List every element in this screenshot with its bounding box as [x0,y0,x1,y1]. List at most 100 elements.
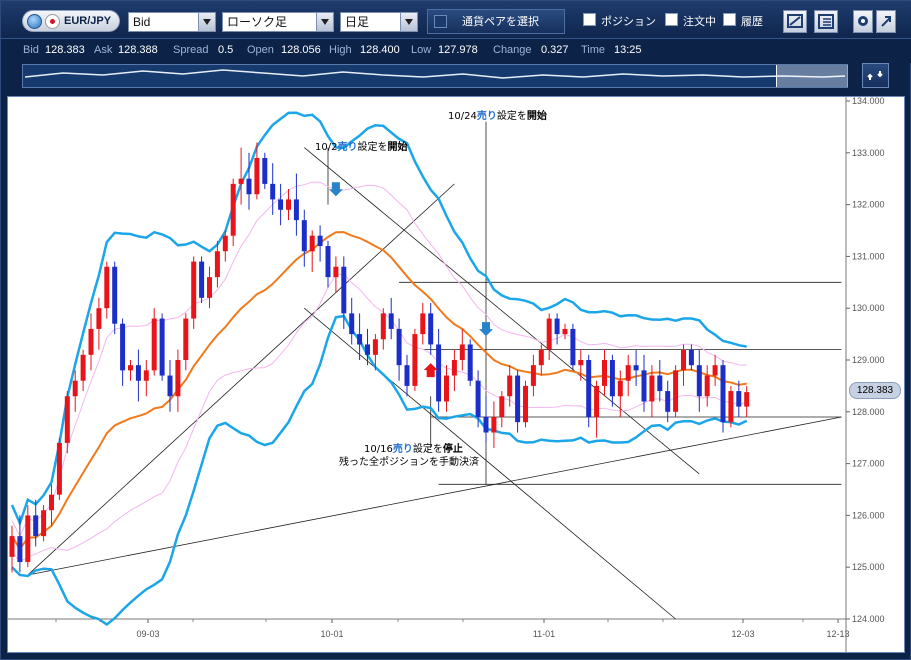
price-tick-label: 125.000 [852,562,885,572]
currency-pair-label: EUR/JPY [64,15,112,27]
candle [570,323,576,371]
candle-body [301,220,307,252]
chevron-down-icon[interactable] [316,13,333,31]
globe-icon [27,13,42,29]
candle-body [262,157,268,184]
candle-body [436,344,442,402]
price-tick-label: 129.000 [852,355,885,365]
candle-body [570,328,576,366]
navigator-overview-line [24,69,846,79]
candle-body [602,360,607,386]
candle [151,308,157,376]
window-list-button[interactable] [814,10,838,33]
candle-body [538,349,544,366]
moving-average-line [11,231,747,551]
select-pair-label: 通貨ペアを選択 [462,15,539,28]
candle-body [191,261,197,319]
position-label: ポジション [601,15,656,28]
bollinger-bands [10,111,748,627]
orders-label: 注文中 [683,15,716,28]
price-type-select[interactable]: Bid [128,12,216,32]
popout-button[interactable] [876,10,896,33]
candle-body [333,266,339,278]
candle [380,308,386,350]
currency-pair-button[interactable]: EUR/JPY [22,10,120,32]
spread-value: 0.5 [218,44,234,56]
long-support-trend-line [27,416,842,576]
candle-body [530,365,536,386]
toolbar: EUR/JPY Bid ローソク足 日足 通貨ペアを選択 ポジション 注文中 履… [1,1,911,39]
ask-label: Ask [94,44,113,56]
candle [712,354,718,386]
candle-body [254,157,260,195]
candle-body [207,277,212,298]
candle-body [167,375,173,397]
candle [696,349,702,412]
price-axis: 124.000 125.000 126.000 127.000 128.000 129.0… [846,97,885,624]
position-checkbox[interactable] [583,13,596,26]
candle-body [728,391,734,423]
bollinger-lower-1sd [11,273,747,563]
date-tick-label: 10-01 [320,629,343,639]
candle [96,297,102,350]
chart-navigator[interactable] [22,64,848,88]
navigator-expand-button[interactable] [862,63,889,88]
time-value: 13:25 [614,44,642,56]
chart-type-select[interactable]: ローソク足 [222,12,334,32]
candle-body [286,199,291,210]
candle-body [412,334,418,386]
annotation-oct24-action: 開始 [526,111,547,122]
candle-body [720,365,726,423]
candle-body [523,385,528,423]
current-price-tag: 128.383 [849,382,901,399]
channel-lower-line [304,307,676,620]
low-label: Low [411,44,432,56]
candle [167,360,173,412]
candle [56,437,62,500]
candle [191,256,197,329]
candles [9,142,750,573]
select-pair-checkbox[interactable] [434,15,447,28]
select-pair-button[interactable]: 通貨ペアを選択 [427,9,565,34]
chart-tool-button[interactable] [783,10,807,33]
candle-body [357,334,363,345]
candle-body [33,515,39,537]
candle [444,365,449,412]
candle [159,313,165,381]
candle-body [341,266,347,314]
candle [681,344,686,386]
candle [594,380,600,438]
candle [17,515,23,573]
ask-value: 128.388 [118,44,158,56]
candle [286,189,291,221]
settings-button[interactable] [853,10,873,33]
quote-bar: Bid 128.383 Ask 128.388 Spread 0.5 Open … [1,39,911,63]
price-tick-label: 131.000 [852,251,885,261]
timeframe-select[interactable]: 日足 [340,12,418,32]
navigator-visible-range[interactable] [776,65,848,87]
candle-body [562,328,568,335]
timeframe-value: 日足 [345,15,370,29]
candle-body [365,344,370,355]
chevron-down-icon[interactable] [400,13,417,31]
candle-body [96,308,102,329]
orders-checkbox[interactable] [665,13,678,26]
history-checkbox[interactable] [723,13,736,26]
candle-body [388,313,394,329]
annotation-oct24-start: 10/24売り設定を開始 [448,110,547,123]
candle-body [317,235,323,247]
candle-body [515,375,521,423]
annotation-oct16-line2: 残った全ポジションを手動決済 [339,457,479,468]
candle-body [278,199,284,210]
candle-body [586,360,592,417]
candle [467,339,473,386]
candle-body [175,360,181,397]
candle [633,349,639,386]
candle [222,230,228,262]
candle [230,178,236,247]
candlestick-chart[interactable]: 124.000 125.000 126.000 127.000 128.000 129.0… [7,96,905,653]
candle [641,354,647,412]
chevron-down-icon[interactable] [198,13,215,31]
annotation-oct2-sell: 売り [337,142,358,153]
candle [475,370,481,428]
